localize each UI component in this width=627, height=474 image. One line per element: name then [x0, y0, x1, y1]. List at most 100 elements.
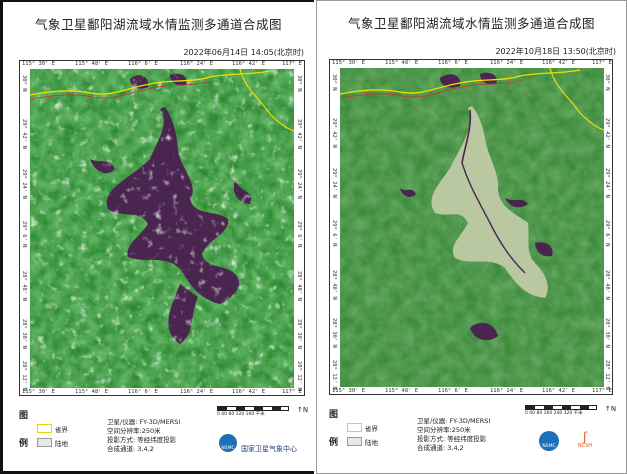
- land-swatch: [37, 438, 52, 447]
- legend-label: 陆地: [55, 440, 68, 448]
- lat-label: 29° 42' N: [296, 119, 302, 149]
- north-arrow-icon: ↑N: [605, 405, 617, 413]
- lat-label: 30° N: [331, 74, 337, 91]
- map-frame: 115° 30' E 115° 48' E 116° 6' E 116° 24'…: [19, 60, 305, 396]
- legend-heading: 图: [19, 411, 29, 421]
- map-title: 气象卫星鄱阳湖流域水情监测多通道合成图: [347, 16, 595, 31]
- nsmc-logo: NSMC: [539, 431, 559, 451]
- organization-name: 国家卫星气象中心: [241, 445, 297, 453]
- lat-label: 28° 30' N: [604, 318, 610, 348]
- scale-bar-label: 0 40 80 120 160 千米: [217, 412, 265, 417]
- lon-label: 115° 30' E: [22, 389, 56, 395]
- lat-label: 29° 24' N: [21, 169, 27, 199]
- flame-icon: ʃ: [582, 430, 588, 444]
- lon-label: 117° E: [282, 389, 302, 395]
- lon-label: 115° 48' E: [75, 61, 109, 67]
- lon-label: 115° 30' E: [332, 60, 366, 66]
- lat-label: 30° N: [296, 75, 302, 92]
- lat-label: 28° 12' N: [331, 360, 337, 390]
- lon-label: 117° E: [282, 61, 302, 67]
- boundary-swatch: [37, 424, 52, 433]
- lat-label: 29° 6' N: [604, 220, 610, 247]
- lat-label: 28° 48' N: [21, 271, 27, 301]
- scale-bar-label: 0 40 80 160 240 320 千米: [525, 411, 583, 416]
- lat-label: 30° N: [21, 75, 27, 92]
- lat-label: 29° 24' N: [331, 168, 337, 198]
- projection-info: 投影方式: 等经纬度投影: [107, 436, 177, 444]
- lon-label: 115° 48' E: [385, 60, 419, 66]
- map-panel-june: 气象卫星鄱阳湖流域水情监测多通道合成图 2022年06月14日 14:05(北京…: [0, 0, 314, 474]
- lat-label: 28° 48' N: [331, 270, 337, 300]
- satellite-image: [30, 69, 294, 388]
- lat-label: 30° N: [604, 74, 610, 91]
- channels-info: 合成通道: 3,4,2: [417, 444, 464, 452]
- map-timestamp: 2022年10月18日 13:50(北京时): [495, 47, 616, 56]
- lon-label: 116° 42' E: [542, 60, 576, 66]
- remaining-water: [461, 109, 472, 164]
- province-boundary: [340, 69, 581, 95]
- legend-heading: 例: [329, 438, 339, 448]
- lon-label: 117° E: [592, 388, 612, 394]
- lon-label: 115° 48' E: [75, 389, 109, 395]
- channels-info: 合成通道: 3,4,2: [107, 445, 154, 453]
- lon-label: 116° 6' E: [438, 388, 468, 394]
- lat-label: 28° 48' N: [296, 271, 302, 301]
- scale-bar: 0 40 80 120 160 千米: [217, 406, 303, 417]
- scale-bar: 0 40 80 160 240 320 千米: [525, 405, 611, 416]
- satellite-image: [340, 68, 604, 387]
- lat-label: 28° 12' N: [604, 360, 610, 390]
- metadata-block: 卫星/仪器: FY-3D/MERSI 空间分辨率:250米 投影方式: 等经纬度…: [417, 417, 490, 453]
- legend: 图 例 省界 陆地 卫星/仪器: FY-3D/MERSI 空间分辨率:250米 …: [329, 405, 617, 465]
- map-frame: 115° 30' E 115° 48' E 116° 6' E 116° 24'…: [329, 59, 613, 395]
- lat-label: 29° 42' N: [604, 118, 610, 148]
- satellite-info: 卫星/仪器: FY-3D/MERSI: [417, 417, 491, 425]
- lat-label: 29° 42' N: [21, 119, 27, 149]
- resolution-info: 空间分辨率:250米: [107, 427, 161, 435]
- legend: 图 例 省界 陆地 卫星/仪器: FY-3D/MERSI 空间分辨率:250米 …: [19, 406, 309, 466]
- legend-label: 省界: [365, 425, 378, 433]
- map-title: 气象卫星鄱阳湖流域水情监测多通道合成图: [34, 17, 282, 32]
- lon-label: 116° 24' E: [180, 61, 214, 67]
- lon-label: 116° 42' E: [232, 389, 266, 395]
- lat-label: 29° 24' N: [604, 168, 610, 198]
- lon-label: 116° 42' E: [232, 61, 266, 67]
- lon-label: 116° 24' E: [490, 388, 524, 394]
- lat-label: 28° 30' N: [331, 318, 337, 348]
- lon-label: 116° 6' E: [128, 389, 158, 395]
- ncsh-logo: ʃ NCSH: [575, 431, 595, 451]
- lat-label: 28° 30' N: [296, 319, 302, 349]
- lat-label: 28° 12' N: [296, 361, 302, 391]
- dry-lakebed: [431, 106, 548, 298]
- lat-label: 29° 6' N: [296, 221, 302, 248]
- lat-label: 29° 6' N: [331, 220, 337, 247]
- lon-label: 116° 24' E: [490, 60, 524, 66]
- land-swatch: [347, 437, 362, 446]
- lon-label: 115° 30' E: [332, 388, 366, 394]
- north-arrow-icon: ↑N: [297, 406, 309, 414]
- lon-label: 116° 24' E: [180, 389, 214, 395]
- resolution-info: 空间分辨率:250米: [417, 426, 471, 434]
- lon-label: 116° 6' E: [438, 60, 468, 66]
- lon-label: 115° 48' E: [385, 388, 419, 394]
- legend-label: 省界: [55, 426, 68, 434]
- satellite-info: 卫星/仪器: FY-3D/MERSI: [107, 418, 181, 426]
- legend-heading: 图: [329, 410, 339, 420]
- boundary-swatch: [347, 423, 362, 432]
- lat-label: 28° 12' N: [21, 361, 27, 391]
- lon-label: 117° E: [592, 60, 612, 66]
- lon-label: 116° 6' E: [128, 61, 158, 67]
- lat-label: 28° 30' N: [21, 319, 27, 349]
- lat-label: 29° 6' N: [21, 221, 27, 248]
- nsmc-logo: NSMC: [219, 434, 237, 452]
- lon-label: 116° 42' E: [542, 388, 576, 394]
- map-panel-october: 气象卫星鄱阳湖流域水情监测多通道合成图 2022年10月18日 13:50(北京…: [316, 0, 627, 474]
- metadata-block: 卫星/仪器: FY-3D/MERSI 空间分辨率:250米 投影方式: 等经纬度…: [107, 418, 180, 454]
- legend-heading: 例: [19, 439, 29, 449]
- lat-label: 28° 48' N: [604, 270, 610, 300]
- map-timestamp: 2022年06月14日 14:05(北京时): [183, 48, 304, 57]
- legend-label: 陆地: [365, 439, 378, 447]
- province-boundary: [30, 70, 271, 96]
- lon-label: 115° 30' E: [22, 61, 56, 67]
- lat-label: 29° 42' N: [331, 118, 337, 148]
- lat-label: 29° 24' N: [296, 169, 302, 199]
